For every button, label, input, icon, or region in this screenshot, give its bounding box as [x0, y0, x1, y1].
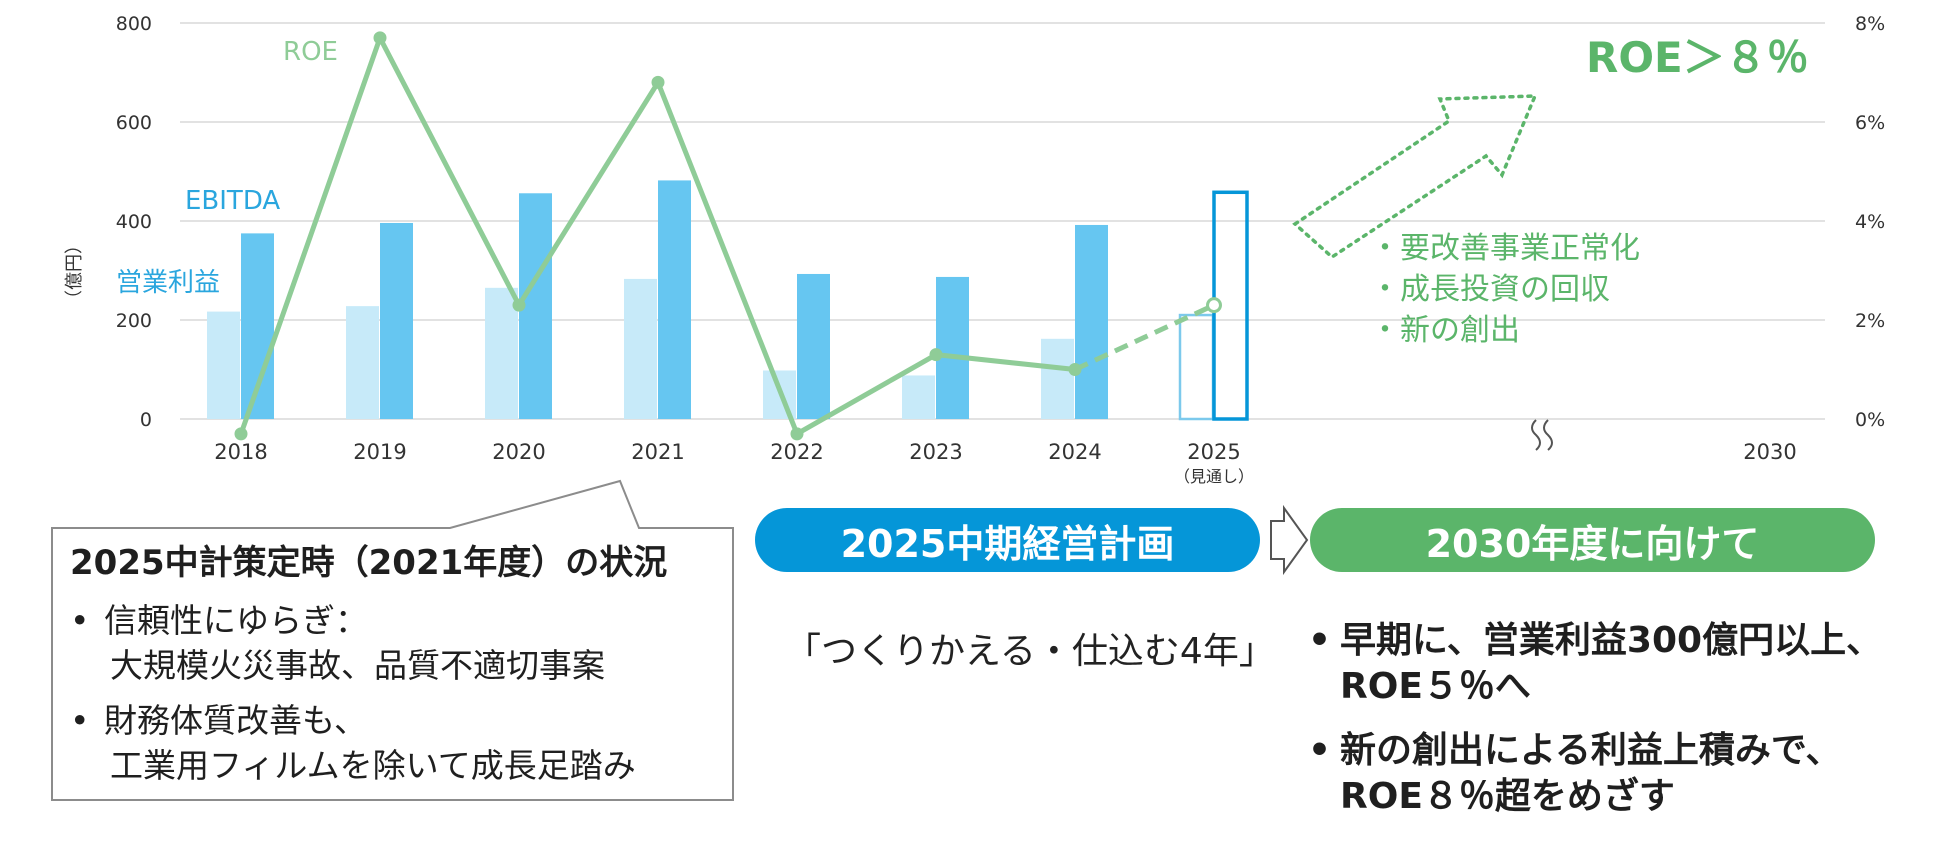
plan-title-pill: 2025中期経営計画: [755, 508, 1260, 572]
y-left-tick-label: 600: [116, 112, 152, 134]
operating-profit-bar: [902, 375, 935, 419]
x-tick-label: 2019: [353, 440, 406, 464]
roe-point: [373, 31, 387, 45]
callout-line: 工業用フィルムを除いて成長足踏み: [110, 746, 636, 785]
roe-point: [234, 427, 248, 441]
operating-profit-bar: [346, 306, 379, 419]
callout-border: [51, 479, 734, 801]
ebitda-bar: [658, 180, 691, 419]
y-left-axis-label: （億円）: [64, 236, 85, 308]
future-goals: • 早期に、営業利益300億円以上、 ROE５％へ • 新の創出による利益上積み…: [1308, 618, 1948, 838]
goal-line: 早期に、営業利益300億円以上、: [1340, 620, 1883, 661]
growth-arrow-icon: [1292, 94, 1538, 260]
x-tick-label: 2018: [214, 440, 267, 464]
callout-title: 2025中計策定時（2021年度）の状況: [70, 543, 668, 583]
x-tick-label: 2024: [1048, 440, 1101, 464]
legend-ebitda: EBITDA: [185, 186, 280, 216]
goal-item: • 早期に、営業利益300億円以上、 ROE５％へ: [1308, 618, 1948, 710]
ebitda-bar: [380, 222, 413, 419]
roe-point: [1206, 297, 1222, 314]
roe-point: [651, 75, 665, 89]
operating-profit-bar: [485, 287, 518, 419]
ebitda-bar: [1075, 224, 1108, 419]
roe-line-forecast: [1073, 302, 1216, 372]
y-right-tick-label: 4%: [1855, 211, 1885, 233]
operating-profit-bar: [207, 311, 240, 419]
x-tick-label: 2021: [631, 440, 684, 464]
bullet: •: [1308, 730, 1332, 771]
bullet: •: [1308, 620, 1332, 661]
y-left-tick-label: 400: [116, 211, 152, 233]
legend-operating-profit: 営業利益: [116, 268, 220, 298]
callout-line: 大規模火災事故、品質不適切事案: [110, 646, 605, 685]
plan-slogan: 「つくりかえる・仕込む4年」: [785, 631, 1275, 672]
target-item: ・新の創出: [1370, 313, 1520, 348]
goal-line: 新の創出による利益上積みで、: [1340, 730, 1842, 771]
operating-profit-bar: [1041, 338, 1074, 419]
callout-box: 2025中計策定時（2021年度）の状況 • 信頼性にゆらぎ： 大規模火災事故、…: [70, 535, 720, 798]
operating-profit-bar: [1178, 313, 1215, 421]
ebitda-bar: [936, 276, 969, 419]
arrow-right-icon: [1270, 504, 1309, 576]
ebitda-bar: [797, 273, 830, 419]
target-item: ・成長投資の回収: [1370, 272, 1610, 307]
x-tick-label: 2022: [770, 440, 823, 464]
future-title-pill: 2030年度に向けて: [1310, 508, 1875, 572]
y-left-tick-label: 200: [116, 310, 152, 332]
target-item: ・要改善事業正常化: [1370, 231, 1640, 266]
x-tick-label-2030: 2030: [1743, 440, 1796, 464]
goal-line: ROE８％超をめざす: [1340, 776, 1675, 817]
bullet: •: [70, 601, 90, 640]
y-right-tick-label: 2%: [1855, 310, 1885, 332]
y-left-tick-label: 0: [140, 409, 152, 431]
roe-target-label: ROE＞８％: [1586, 33, 1809, 82]
operating-profit-bar: [624, 278, 657, 419]
axis-break-mark: [1531, 419, 1541, 451]
forecast-note: （見通し）: [1174, 467, 1254, 486]
axis-break-mark: [1543, 419, 1553, 451]
goal-line: ROE５％へ: [1340, 666, 1531, 707]
legend-roe: ROE: [283, 37, 338, 67]
y-left-tick-label: 800: [116, 13, 152, 35]
roe-point: [790, 427, 804, 441]
x-tick-label: 2025: [1187, 440, 1240, 464]
roe-point: [1068, 363, 1082, 376]
callout-item: • 財務体質改善も、 工業用フィルムを除いて成長足踏み: [70, 698, 720, 788]
x-tick-label: 2023: [909, 440, 962, 464]
y-right-tick-label: 8%: [1855, 13, 1885, 35]
callout-item: • 信頼性にゆらぎ： 大規模火災事故、品質不適切事案: [70, 598, 720, 688]
bullet: •: [70, 701, 90, 740]
callout-line: 信頼性にゆらぎ：: [104, 601, 368, 640]
y-right-tick-label: 6%: [1855, 112, 1885, 134]
roe-point: [512, 298, 526, 312]
x-tick-label: 2020: [492, 440, 545, 464]
roe-point: [929, 348, 943, 362]
callout-line: 財務体質改善も、: [104, 701, 368, 740]
goal-item: • 新の創出による利益上積みで、 ROE８％超をめざす: [1308, 728, 1948, 820]
y-right-tick-label: 0%: [1855, 409, 1885, 431]
